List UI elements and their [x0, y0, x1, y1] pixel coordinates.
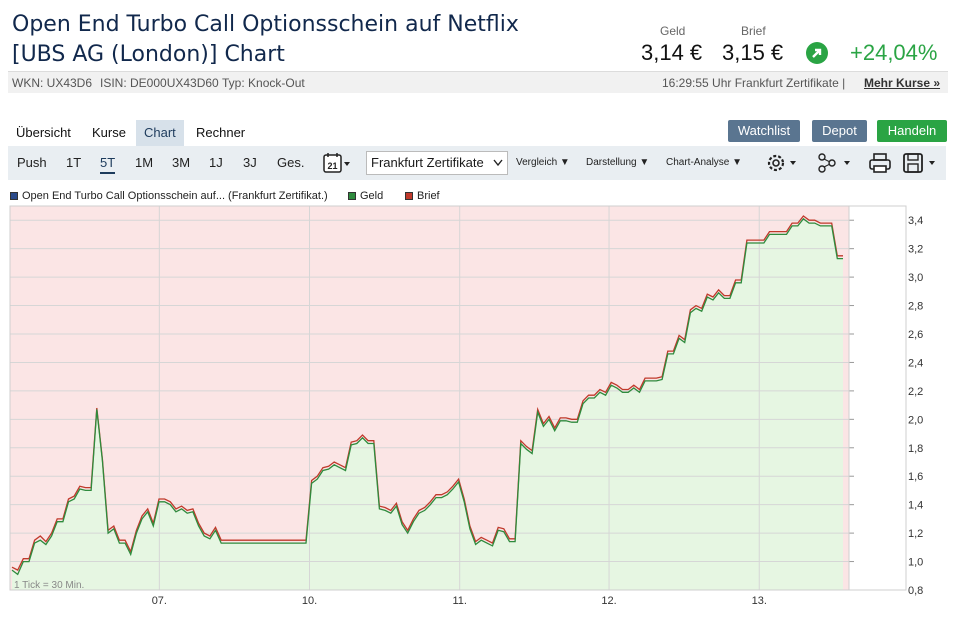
legend-main-swatch	[10, 192, 18, 200]
legend-brief: Brief	[417, 190, 440, 202]
y-tick-label: 1,0	[908, 557, 923, 569]
vergleich-label: Vergleich	[516, 157, 558, 168]
tab-rechner[interactable]: Rechner	[196, 125, 246, 140]
legend-brief-swatch	[405, 192, 413, 200]
brief-label: Brief	[741, 24, 766, 38]
x-tick-label: 07.	[152, 595, 167, 607]
y-tick-label: 1,2	[908, 528, 923, 540]
chart-toolbar: Push 1T 5T 1M 3M 1J 3J Ges. 21 Frankfurt…	[8, 146, 946, 180]
y-tick-label: 2,2	[908, 386, 923, 398]
range-ges[interactable]: Ges.	[277, 155, 305, 170]
range-1m[interactable]: 1M	[135, 155, 154, 170]
x-tick-label: 12.	[601, 595, 616, 607]
change-percent: +24,04%	[850, 40, 938, 65]
tab-chart[interactable]: Chart	[136, 120, 184, 146]
type: Typ: Knock-Out	[222, 76, 305, 90]
chart-analyse-dropdown[interactable]: Chart-Analyse ▼	[666, 157, 743, 168]
depot-button[interactable]: Depot	[812, 120, 867, 142]
range-push[interactable]: Push	[17, 155, 47, 170]
y-tick-label: 1,6	[908, 471, 923, 483]
geld-label: Geld	[660, 24, 686, 38]
y-tick-label: 1,8	[908, 443, 923, 455]
x-tick-label: 10.	[302, 595, 317, 607]
y-tick-label: 0,8	[908, 585, 923, 597]
series-line-geld	[11, 217, 843, 576]
legend-geld: Geld	[360, 190, 384, 202]
tick-footnote: 1 Tick = 30 Min.	[14, 580, 84, 591]
series-line-brief	[11, 215, 843, 571]
darstellung-label: Darstellung	[586, 157, 637, 168]
settings-gear-icon[interactable]	[764, 152, 802, 174]
y-tick-label: 2,4	[908, 357, 923, 369]
y-tick-label: 1,4	[908, 500, 923, 512]
y-tick-label: 3,0	[908, 272, 923, 284]
wkn: WKN: UX43D6	[12, 76, 93, 90]
brief-value: 3,15 €	[722, 40, 784, 65]
calendar-day: 21	[327, 161, 337, 171]
tab-kurse[interactable]: Kurse	[92, 125, 126, 140]
chart-analyse-label: Chart-Analyse	[666, 157, 730, 168]
isin: ISIN: DE000UX43D60	[100, 76, 219, 90]
geld-value: 3,14 €	[641, 40, 703, 65]
trend-up-icon	[806, 42, 828, 64]
y-tick-label: 3,4	[908, 215, 923, 227]
legend-main: Open End Turbo Call Optionsschein auf...…	[22, 190, 328, 202]
exchange-select[interactable]: Frankfurt Zertifikate	[366, 151, 508, 175]
chart-area-fill	[12, 218, 843, 591]
range-3j[interactable]: 3J	[243, 155, 257, 170]
range-1t[interactable]: 1T	[66, 155, 82, 170]
chevron-down-icon	[493, 159, 503, 167]
range-5t[interactable]: 5T	[100, 155, 116, 174]
tab-overview[interactable]: Übersicht	[16, 125, 71, 140]
range-1j[interactable]: 1J	[209, 155, 223, 170]
exchange-select-value: Frankfurt Zertifikate	[371, 155, 484, 170]
y-tick-label: 2,6	[908, 329, 923, 341]
watchlist-button[interactable]: Watchlist	[728, 120, 800, 142]
info-bar: WKN: UX43D6 ISIN: DE000UX43D60 Typ: Knoc…	[8, 71, 948, 93]
x-tick-label: 11.	[452, 595, 466, 607]
x-tick-label: 13.	[752, 595, 767, 607]
save-icon[interactable]	[902, 152, 942, 174]
handeln-button[interactable]: Handeln	[877, 120, 947, 142]
more-quotes-link[interactable]: Mehr Kurse »	[864, 76, 941, 90]
legend-geld-swatch	[348, 192, 356, 200]
y-tick-label: 2,8	[908, 301, 923, 313]
print-icon[interactable]	[868, 152, 892, 174]
quote-time: 16:29:55 Uhr Frankfurt Zertifikate |	[662, 76, 846, 90]
chart-frame	[9, 205, 907, 591]
indicators-icon[interactable]	[816, 152, 854, 174]
y-tick-label: 3,2	[908, 244, 923, 256]
page-title: Open End Turbo Call Optionsschein auf Ne…	[12, 12, 519, 67]
darstellung-dropdown[interactable]: Darstellung ▼	[586, 157, 650, 168]
calendar-icon[interactable]: 21	[322, 152, 352, 174]
y-tick-label: 2,0	[908, 414, 923, 426]
vergleich-dropdown[interactable]: Vergleich ▼	[516, 157, 570, 168]
range-3m[interactable]: 3M	[172, 155, 191, 170]
